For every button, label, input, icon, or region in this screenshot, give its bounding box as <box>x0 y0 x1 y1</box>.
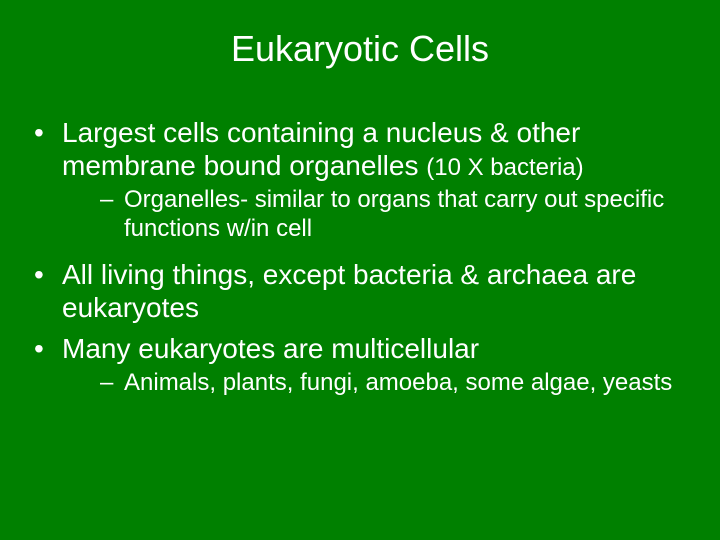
sub-bullet-list: Animals, plants, fungi, amoeba, some alg… <box>62 369 692 398</box>
bullet-list: Largest cells containing a nucleus & oth… <box>28 116 692 398</box>
sub-bullet-text: Animals, plants, fungi, amoeba, some alg… <box>124 369 672 396</box>
bullet-text: All living things, except bacteria & arc… <box>62 259 636 323</box>
sub-bullet-text: Organelles- similar to organs that carry… <box>124 186 664 242</box>
sub-bullet-item: Organelles- similar to organs that carry… <box>62 186 692 244</box>
sub-bullet-list: Organelles- similar to organs that carry… <box>62 186 692 244</box>
sub-bullet-item: Animals, plants, fungi, amoeba, some alg… <box>62 369 692 398</box>
slide: Eukaryotic Cells Largest cells containin… <box>0 0 720 540</box>
bullet-item: Many eukaryotes are multicellular Animal… <box>28 332 692 398</box>
bullet-text: Many eukaryotes are multicellular <box>62 333 479 364</box>
bullet-item: Largest cells containing a nucleus & oth… <box>28 116 692 244</box>
slide-title: Eukaryotic Cells <box>28 28 692 70</box>
bullet-note: (10 X bacteria) <box>426 154 583 181</box>
bullet-item: All living things, except bacteria & arc… <box>28 258 692 324</box>
